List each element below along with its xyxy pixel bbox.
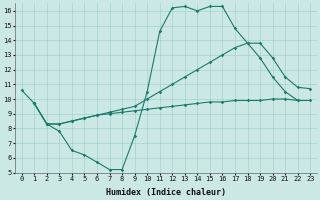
X-axis label: Humidex (Indice chaleur): Humidex (Indice chaleur) <box>106 188 226 197</box>
